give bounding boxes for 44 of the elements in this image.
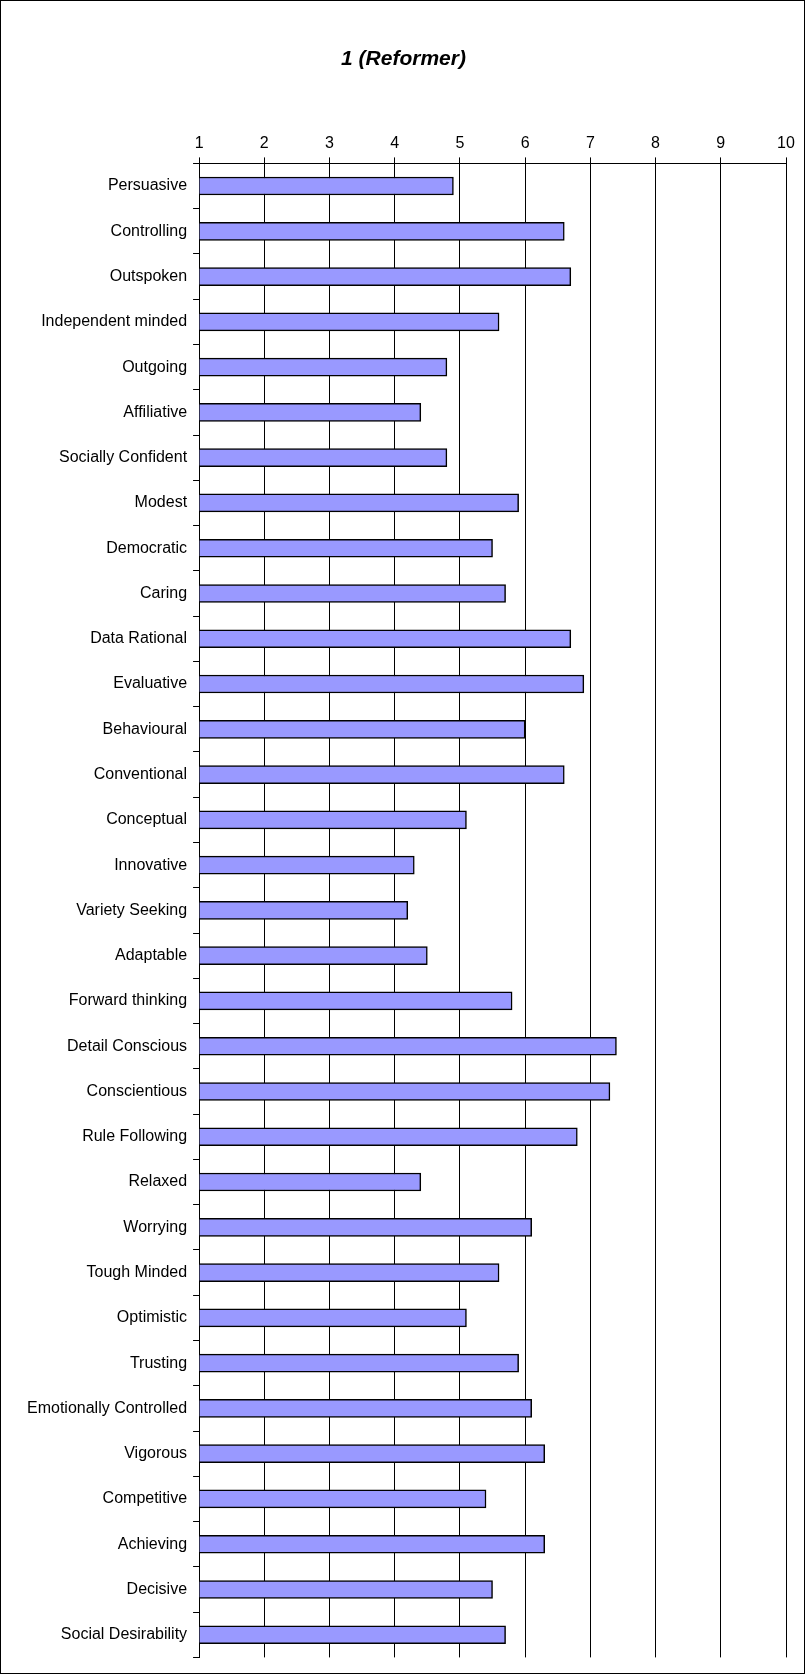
y-tick-label: Conventional <box>93 764 188 782</box>
y-tick-label: Persuasive <box>107 176 188 194</box>
y-tick-label: Evaluative <box>113 674 188 692</box>
y-tick-label: Modest <box>134 493 188 511</box>
y-tick-label: Outspoken <box>109 266 188 284</box>
x-tick-label: 5 <box>455 134 465 152</box>
y-tick-label: Democratic <box>106 538 188 556</box>
x-tick-label: 6 <box>520 134 530 152</box>
y-tick-label: Competitive <box>102 1489 188 1507</box>
y-tick-label: Variety Seeking <box>76 900 188 918</box>
y-tick-label: Data Rational <box>90 629 188 647</box>
y-tick-label: Forward thinking <box>68 991 188 1009</box>
y-tick-label: Conceptual <box>106 810 188 828</box>
y-tick-label: Detail Conscious <box>67 1036 188 1054</box>
x-tick-label: 4 <box>390 134 400 152</box>
y-tick-label: Affiliative <box>123 402 188 420</box>
y-tick-label: Conscientious <box>86 1081 188 1099</box>
y-tick-label: Controlling <box>110 221 188 239</box>
y-tick-label: Optimistic <box>116 1308 188 1326</box>
chart-title: 1 (Reformer) <box>341 46 466 70</box>
y-tick-label: Rule Following <box>82 1127 188 1145</box>
x-tick-label: 10 <box>777 134 795 152</box>
x-tick-label: 7 <box>585 134 595 152</box>
x-tick-label: 3 <box>325 134 335 152</box>
x-tick-label: 1 <box>194 134 204 152</box>
x-tick-label: 9 <box>716 134 726 152</box>
y-tick-label: Trusting <box>129 1353 188 1371</box>
y-tick-label: Tough Minded <box>86 1262 188 1280</box>
x-tick-label: 8 <box>651 134 661 152</box>
y-tick-label: Outgoing <box>122 357 188 375</box>
y-tick-label: Relaxed <box>128 1172 188 1190</box>
y-tick-label: Achieving <box>117 1534 188 1552</box>
y-tick-label: Emotionally Controlled <box>27 1398 188 1416</box>
y-tick-label: Decisive <box>126 1579 188 1597</box>
y-tick-label: Caring <box>139 583 188 601</box>
y-tick-label: Independent minded <box>41 312 188 330</box>
x-tick-label: 2 <box>259 134 269 152</box>
y-tick-label: Adaptable <box>115 946 188 964</box>
y-tick-label: Social Desirability <box>60 1625 188 1643</box>
y-tick-label: Worrying <box>123 1217 188 1235</box>
y-tick-label: Socially Confident <box>59 448 188 466</box>
y-tick-label: Vigorous <box>124 1444 188 1462</box>
y-tick-label: Innovative <box>114 855 188 873</box>
y-tick-label: Behavioural <box>102 719 188 737</box>
